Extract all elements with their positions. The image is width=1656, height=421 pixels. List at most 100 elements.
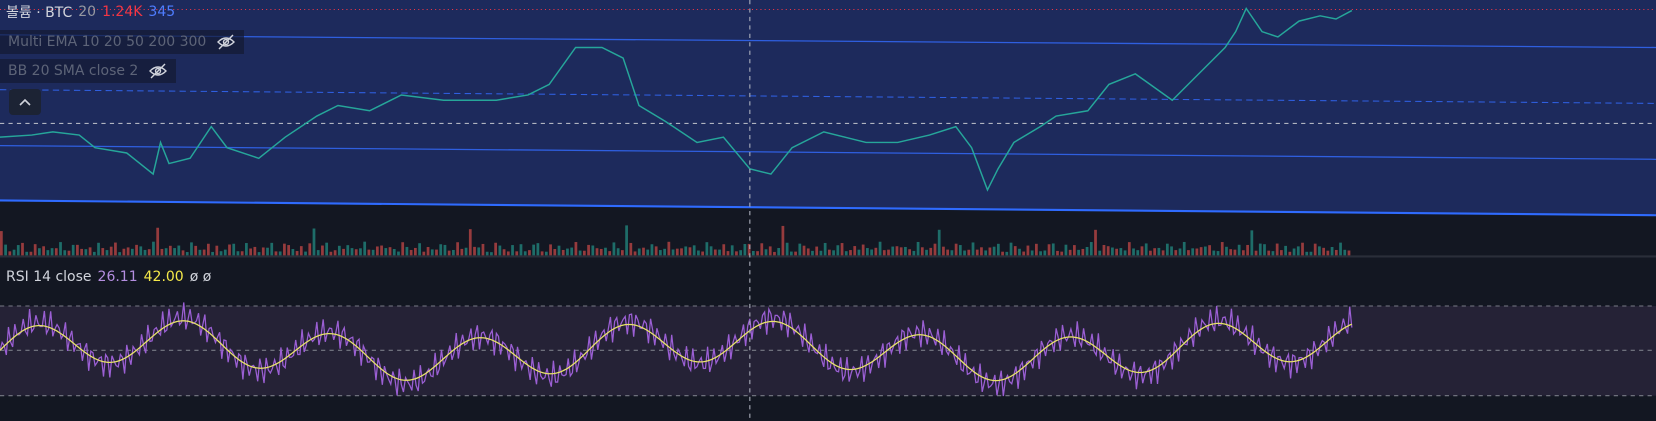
volume-bar	[840, 243, 844, 256]
volume-bar	[1334, 249, 1338, 256]
volume-bar	[523, 251, 527, 256]
volume-bar	[629, 242, 633, 256]
volume-bar	[278, 251, 282, 256]
volume-bar	[76, 244, 79, 256]
volume-bar	[1098, 250, 1102, 256]
volume-bar	[798, 243, 802, 256]
volume-bar	[642, 247, 645, 256]
volume-bar	[397, 251, 400, 256]
volume-bar	[828, 249, 831, 256]
volume-bar	[249, 248, 252, 256]
volume-bar	[80, 248, 84, 256]
volume-bar	[544, 251, 548, 256]
volume-bar	[422, 251, 426, 256]
volume-bar	[308, 243, 312, 256]
volume-bar	[1216, 251, 1220, 256]
volume-bar	[1322, 247, 1326, 256]
volume-bar	[299, 246, 303, 256]
volume-bar	[126, 247, 130, 256]
volume-bar	[325, 242, 329, 256]
volume-bar	[1229, 249, 1233, 256]
volume-bar	[1170, 246, 1173, 256]
hidden-icon[interactable]	[148, 63, 168, 79]
volume-bar	[882, 250, 886, 256]
indicator-row[interactable]: BB 20 SMA close 2	[0, 59, 177, 83]
volume-bar	[1178, 248, 1182, 256]
volume-bar	[680, 248, 683, 256]
volume-bar	[1301, 242, 1304, 256]
volume-bar	[1085, 246, 1089, 256]
volume-bar	[1047, 244, 1051, 256]
hidden-icon[interactable]	[216, 34, 236, 50]
volume-bar	[1199, 247, 1203, 256]
volume-bar	[832, 250, 835, 256]
volume-bar	[751, 250, 755, 256]
volume-bar	[887, 249, 890, 256]
volume-bar	[460, 248, 464, 256]
volume-bar	[760, 243, 764, 256]
volume-bar	[173, 248, 176, 256]
volume-bar	[245, 243, 248, 256]
volume-bar	[1258, 243, 1262, 256]
volume-bar	[1347, 250, 1351, 256]
volume-bar	[1153, 248, 1157, 256]
volume-bar	[646, 249, 650, 256]
volume-bar	[536, 243, 540, 256]
volume-bar	[891, 246, 895, 256]
volume-bar	[950, 250, 954, 256]
indicator-label: Multi EMA 10 20 50 200 300	[8, 34, 207, 50]
volume-bar	[38, 248, 41, 256]
rsi-line	[0, 302, 1353, 397]
volume-bar	[101, 248, 105, 256]
volume-legend: 볼륨 · BTC 20 1.24K 345	[0, 0, 181, 24]
volume-bar	[401, 242, 405, 256]
volume-bar	[430, 249, 434, 256]
volume-bar	[946, 249, 950, 256]
volume-bar	[156, 227, 160, 256]
volume-bar	[485, 251, 489, 256]
volume-bar	[468, 229, 472, 256]
volume-bar	[88, 247, 92, 256]
volume-bar	[532, 244, 536, 256]
volume-bar	[329, 251, 333, 256]
channel-mid	[0, 144, 1656, 160]
volume-bar	[866, 248, 869, 256]
volume-bars	[0, 225, 1351, 256]
collapse-button[interactable]	[9, 89, 41, 115]
volume-bar	[1089, 242, 1093, 256]
volume-bar	[380, 245, 383, 256]
volume-bar	[663, 248, 666, 256]
volume-bar	[452, 249, 455, 256]
volume-bar	[667, 241, 671, 256]
volume-bar	[1246, 244, 1249, 256]
volume-bar	[33, 244, 37, 256]
volume-bar	[929, 247, 933, 256]
volume-bar	[316, 250, 320, 256]
volume-bar	[933, 243, 937, 256]
volume-bar	[591, 245, 595, 256]
volume-bar	[160, 248, 164, 256]
volume-bar	[240, 251, 244, 256]
volume-bar	[114, 242, 117, 256]
volume-bar	[785, 242, 789, 256]
volume-bar	[1102, 244, 1106, 256]
volume-bar	[553, 249, 557, 256]
volume-bar	[194, 245, 198, 256]
volume-bar	[861, 244, 865, 256]
volume-bar	[1275, 243, 1279, 256]
volume-bar	[574, 242, 578, 256]
volume-bar	[185, 252, 189, 256]
volume-bar	[211, 251, 214, 256]
indicator-row[interactable]: Multi EMA 10 20 50 200 300	[0, 30, 245, 54]
volume-bar	[844, 251, 848, 256]
volume-bar	[135, 244, 138, 256]
volume-bar	[764, 249, 768, 256]
volume-bar	[1263, 244, 1266, 256]
volume-bar	[253, 246, 257, 256]
volume-bar	[777, 247, 781, 256]
volume-bar	[659, 250, 662, 256]
volume-bar	[908, 249, 912, 256]
volume-bar	[435, 249, 438, 256]
volume-bar	[802, 245, 806, 256]
